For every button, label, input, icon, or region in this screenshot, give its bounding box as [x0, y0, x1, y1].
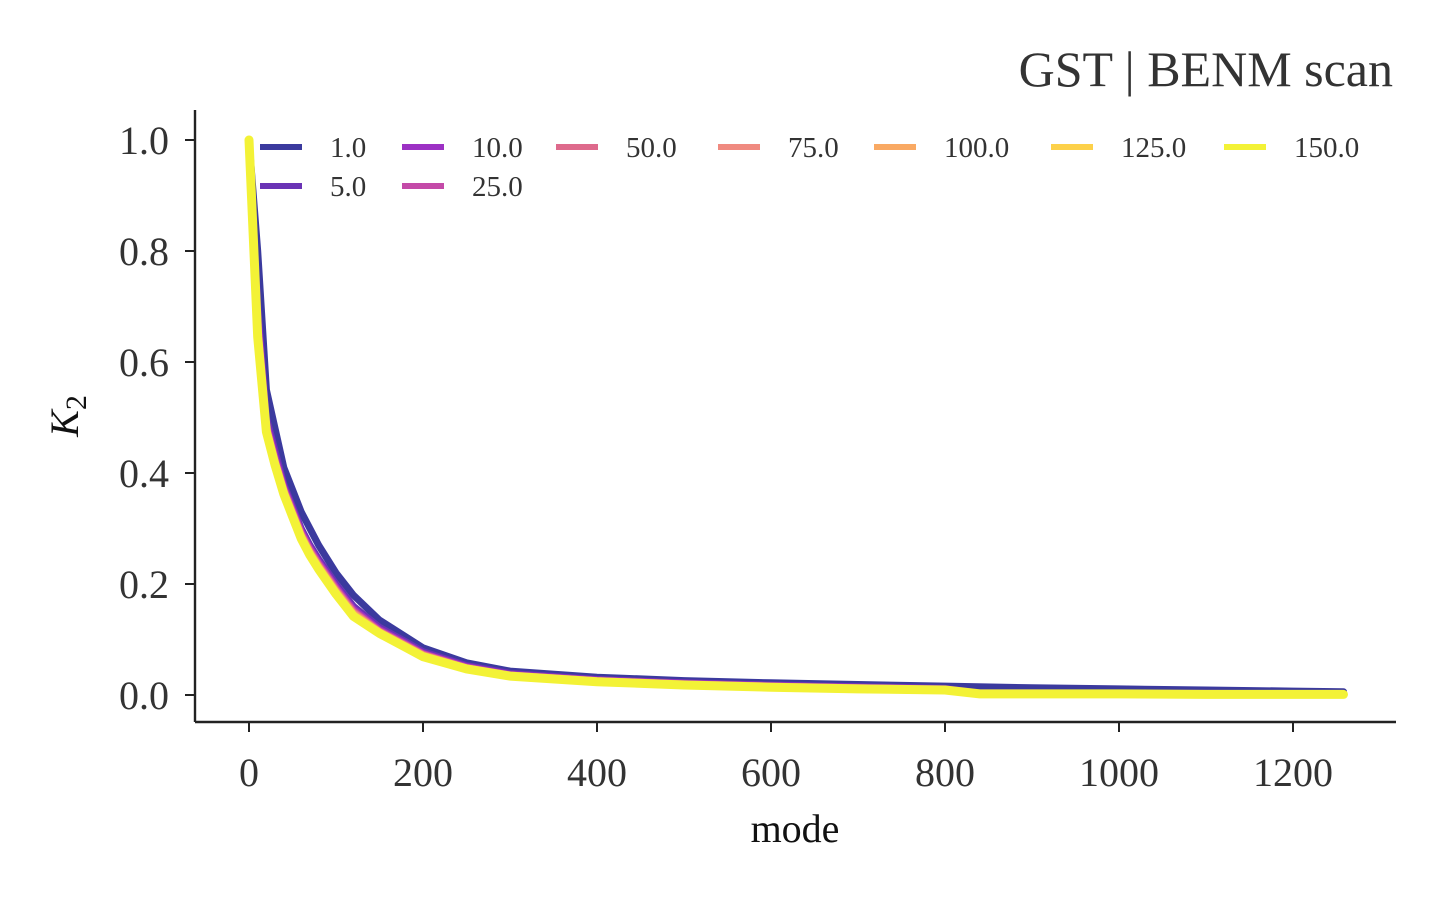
legend-label-125-0: 125.0: [1121, 132, 1186, 164]
legend-label-100-0: 100.0: [944, 132, 1009, 164]
legend-label-150-0: 150.0: [1294, 132, 1359, 164]
x-axis-label: mode: [751, 806, 840, 851]
x-tick-label: 1200: [1253, 750, 1333, 795]
y-tick-label: 0.4: [119, 451, 169, 496]
series-line-10-0: [245, 136, 1347, 698]
y-axis-ticks: 0.0 0.2 0.4 0.6 0.8 1.0: [119, 118, 195, 718]
y-axis-label-main: K: [42, 408, 87, 438]
series-line-1-0: [245, 136, 1347, 696]
x-tick-label: 200: [393, 750, 453, 795]
series-line-5-0: [245, 136, 1347, 698]
legend-label-75-0: 75.0: [788, 132, 839, 164]
legend: 1.0 5.0 10.0 25.0 50.0 75.0 100.0 125.0 150.0: [260, 132, 1359, 203]
y-tick-label: 0.2: [119, 562, 169, 607]
series-line-50-0: [245, 136, 1347, 698]
legend-label-50-0: 50.0: [626, 132, 677, 164]
legend-label-1-0: 1.0: [330, 132, 366, 164]
legend-label-10-0: 10.0: [472, 132, 523, 164]
series-line-100-0: [245, 136, 1347, 698]
x-tick-label: 800: [915, 750, 975, 795]
y-tick-label: 0.6: [119, 340, 169, 385]
series-line-150-0: [244, 135, 1348, 699]
legend-label-5-0: 5.0: [330, 171, 366, 203]
series-line-125-0: [245, 136, 1347, 698]
series-line-75-0: [245, 136, 1347, 698]
y-tick-label: 0.8: [119, 229, 169, 274]
svg-text:K2: K2: [42, 395, 93, 438]
series-layer: [244, 135, 1348, 699]
x-tick-label: 0: [239, 750, 259, 795]
x-tick-label: 1000: [1079, 750, 1159, 795]
x-axis-ticks: 0 200 400 600 800 1000 1200: [239, 722, 1333, 795]
legend-label-25-0: 25.0: [472, 171, 523, 203]
chart-title: GST | BENM scan: [1019, 41, 1393, 97]
x-tick-label: 400: [567, 750, 627, 795]
series-line-25-0: [245, 136, 1347, 698]
x-tick-label: 600: [741, 750, 801, 795]
y-axis-label: K2: [42, 395, 93, 438]
y-tick-label: 1.0: [119, 118, 169, 163]
y-tick-label: 0.0: [119, 673, 169, 718]
y-axis-label-subscript: 2: [60, 395, 93, 410]
